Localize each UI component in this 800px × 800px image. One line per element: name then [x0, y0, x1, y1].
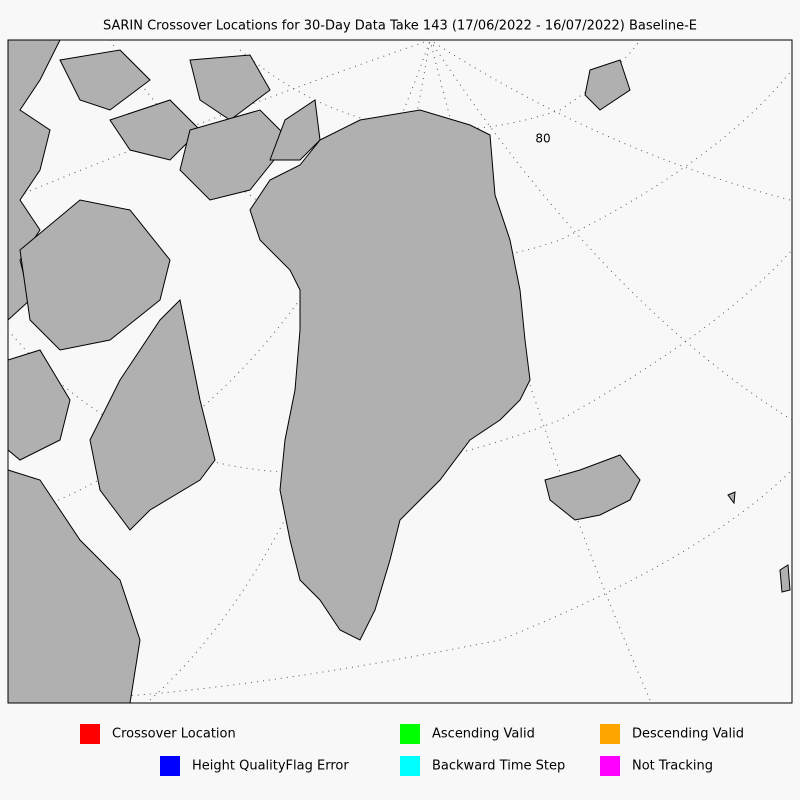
legend-swatch: [80, 724, 100, 744]
legend-label: Height QualityFlag Error: [192, 759, 349, 774]
legend-label: Backward Time Step: [432, 759, 565, 774]
legend-swatch: [600, 724, 620, 744]
legend-swatch: [160, 756, 180, 776]
legend-label: Ascending Valid: [432, 727, 535, 742]
legend: Crossover Location Ascending Valid Descend…: [80, 724, 744, 776]
land: [7, 39, 791, 704]
title: SARIN Crossover Locations for 30-Day Dat…: [103, 19, 697, 34]
graticule-label: 80: [535, 132, 550, 146]
legend-swatch: [600, 756, 620, 776]
legend-label: Not Tracking: [632, 759, 713, 774]
legend-label: Descending Valid: [632, 727, 744, 742]
legend-swatch: [400, 724, 420, 744]
map: 80: [7, 39, 793, 704]
legend-label: Crossover Location: [112, 727, 236, 742]
graticule: [7, 39, 793, 701]
legend-swatch: [400, 756, 420, 776]
